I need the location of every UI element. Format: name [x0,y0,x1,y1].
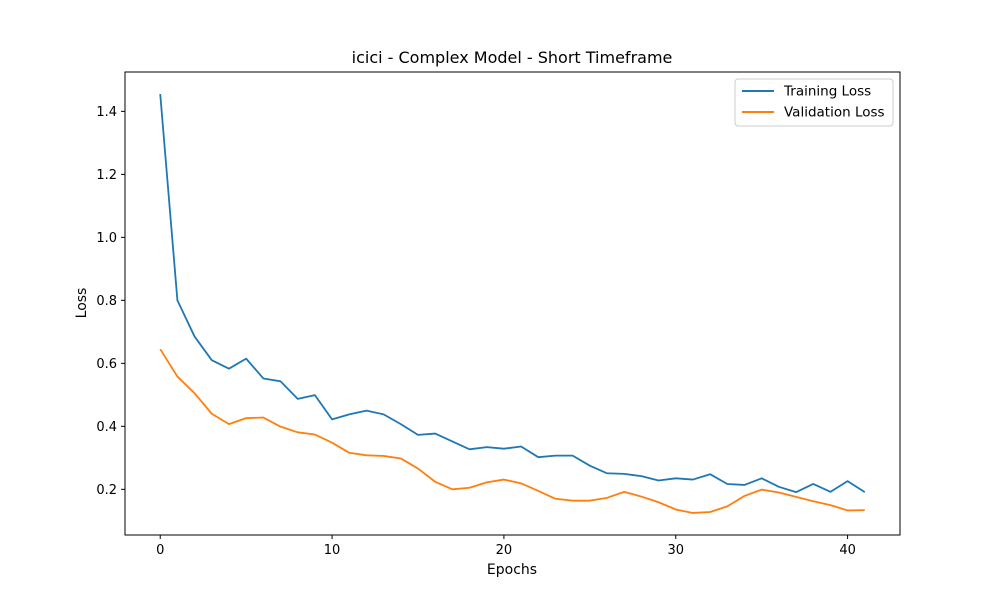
x-tick-label: 40 [839,543,856,558]
x-axis-label: Epochs [487,562,537,578]
x-axis: 0 10 20 30 40 [156,535,856,558]
y-axis: 0.2 0.4 0.6 0.8 1.0 1.2 1.4 [96,105,125,498]
y-axis-label: Loss [74,288,90,319]
y-tick-label: 1.4 [96,105,117,120]
chart-title: icici - Complex Model - Short Timeframe [352,48,673,67]
x-tick-label: 30 [667,543,684,558]
legend-box [734,78,894,127]
x-tick-label: 20 [496,543,513,558]
plot-area [124,71,901,536]
legend-label-validation: Validation Loss [784,105,885,121]
x-tick-label: 0 [156,543,164,558]
legend: Training Loss Validation Loss [734,78,894,127]
y-tick-label: 0.6 [96,357,117,372]
x-tick-label: 10 [324,543,341,558]
y-tick-label: 0.8 [96,294,117,309]
y-tick-label: 0.2 [96,483,117,498]
y-tick-label: 1.0 [96,231,117,246]
series-line-training [159,93,866,494]
series-lines [159,93,866,514]
y-tick-label: 0.4 [96,420,117,435]
series-line-validation [159,348,865,514]
y-tick-label: 1.2 [96,168,117,183]
legend-label-training: Training Loss [783,84,871,100]
